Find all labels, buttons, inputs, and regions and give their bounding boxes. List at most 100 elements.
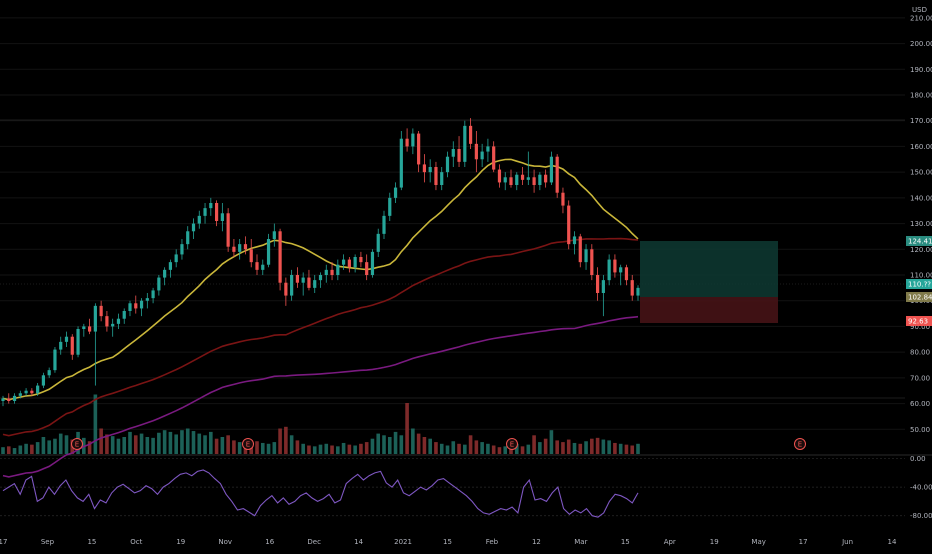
price-badge-label: 110.?? [908, 281, 931, 289]
volume-bar [480, 442, 484, 454]
candle-body [64, 336, 69, 342]
candle-body [393, 187, 398, 198]
volume-bar [601, 439, 606, 454]
candle-body [624, 267, 629, 281]
volume-bar [24, 443, 28, 454]
earnings-marker-label: E [510, 441, 514, 449]
volume-bar [30, 444, 34, 454]
volume-bar [312, 446, 317, 454]
candle-body [584, 249, 588, 263]
earnings-marker [506, 438, 518, 450]
candle-body [93, 305, 97, 332]
candle-body [134, 303, 138, 309]
time-tick-label: 12 [532, 538, 541, 546]
time-tick-label: 14 [354, 538, 363, 546]
time-tick-label: 19 [176, 538, 185, 546]
price-tick-label: 70.00 [910, 374, 930, 382]
volume-bar [58, 433, 63, 454]
volume-bar [376, 433, 381, 454]
volume-bar [151, 437, 155, 454]
price-tick-label: 210.00 [910, 14, 932, 22]
candle-body [417, 133, 421, 165]
candle-body [324, 269, 328, 275]
volume-bar [526, 444, 531, 454]
volume-bar [341, 442, 346, 454]
candle-body [47, 370, 51, 376]
candle-body [520, 174, 525, 180]
volume-bar [145, 437, 150, 454]
volume-bar [491, 445, 496, 454]
candle-body [532, 177, 536, 185]
volume-bar [307, 445, 311, 454]
candle-body [399, 138, 403, 188]
volume-bar [463, 444, 467, 454]
volume-bar [405, 403, 409, 454]
volume-bar [399, 435, 404, 454]
price-tick-label: 170.00 [910, 117, 932, 125]
volume-bar [191, 431, 196, 454]
volume-bar [174, 434, 178, 454]
volume-bar [122, 437, 127, 454]
volume-bar [278, 428, 282, 454]
candle-body [70, 336, 74, 355]
candle-body [151, 290, 155, 299]
candle-body [428, 167, 432, 173]
earnings-marker-label: E [246, 441, 250, 449]
candle-body [226, 213, 230, 247]
volume-bar [220, 437, 225, 454]
volume-bar [237, 442, 242, 454]
time-tick-label: 14 [888, 538, 897, 546]
candle-body [468, 125, 473, 144]
candle-body [128, 303, 132, 311]
volume-bar [116, 438, 121, 454]
candle-body [197, 215, 201, 224]
candle-body [180, 244, 184, 255]
price-tick-label: 140.00 [910, 194, 932, 202]
price-tick-label: 50.00 [910, 426, 930, 434]
candle-body [365, 262, 369, 275]
price-badge-layer: 124.41 110.?? 102.84 92.63 [906, 236, 932, 326]
price-tick-label: 120.00 [910, 246, 932, 254]
volume-bar [468, 435, 473, 454]
volume-bar [543, 438, 548, 454]
candle-body [526, 177, 530, 180]
volume-bar [555, 440, 559, 454]
moving-average-line [2, 158, 639, 401]
candle-body [266, 239, 271, 265]
candle-body [82, 326, 86, 329]
volume-bar [428, 438, 432, 454]
price-tick-label: 130.00 [910, 220, 932, 228]
candle-body [220, 213, 224, 221]
time-tick-label: Apr [664, 538, 676, 546]
price-tick-label: 60.00 [910, 400, 930, 408]
volume-bar [214, 438, 219, 454]
volume-bar [538, 442, 542, 454]
time-tick-label: Oct [130, 538, 142, 546]
candle-body [544, 174, 548, 183]
time-tick-label: 16 [265, 538, 274, 546]
candle-body [318, 275, 323, 281]
candle-body [636, 287, 640, 296]
volume-bar [99, 428, 103, 454]
candle-body [111, 323, 115, 327]
candle-body [509, 177, 513, 185]
volume-bar [185, 428, 190, 454]
volume-bar [439, 443, 444, 454]
candle-body [578, 236, 582, 263]
candle-body [99, 305, 103, 317]
volume-bar [324, 443, 329, 454]
candle-body [480, 151, 484, 160]
candle-body [451, 149, 455, 157]
candle-body [440, 172, 444, 185]
volume-bar [549, 430, 554, 454]
candle-body [376, 233, 380, 252]
time-tick-label: Jun [841, 538, 853, 546]
price-badge-label: 92.63 [908, 318, 928, 326]
candle-body [209, 203, 213, 209]
volume-bar [18, 445, 23, 454]
candle-body [347, 259, 351, 268]
earnings-marker-label: E [75, 441, 79, 449]
candle-body [295, 275, 300, 283]
